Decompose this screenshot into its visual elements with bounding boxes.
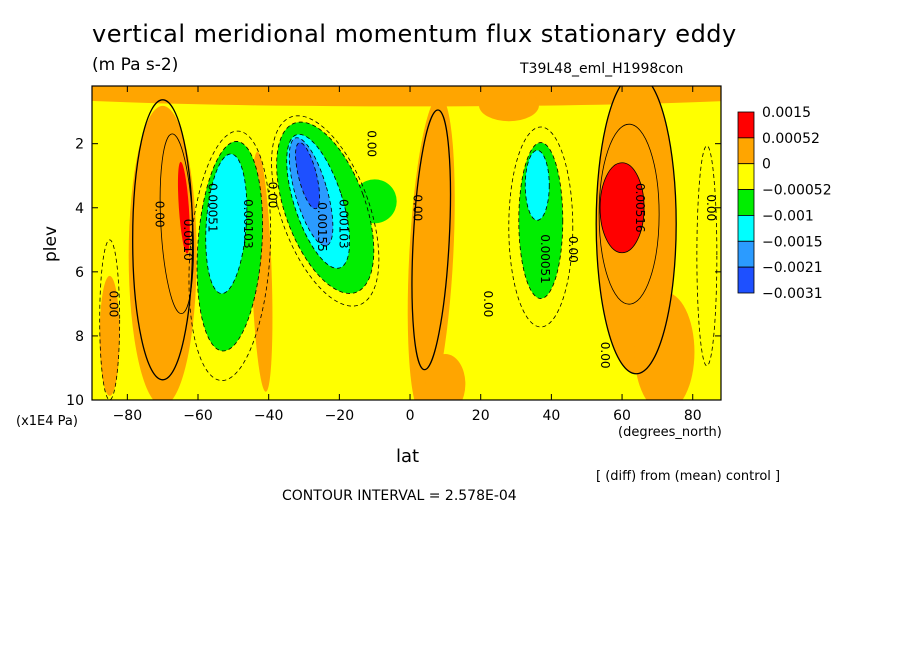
- x-tick-label: −40: [254, 408, 284, 424]
- contour-interval: CONTOUR INTERVAL = 2.578E-04: [282, 488, 517, 504]
- y-tick-label: 2: [75, 137, 84, 153]
- colorbar-swatch: [737, 137, 755, 165]
- colorbar-label: 0.00052: [762, 131, 820, 147]
- x-tick-label: 0: [406, 408, 415, 424]
- colorbar-swatch: [737, 189, 755, 216]
- colorbar-swatch: [737, 111, 755, 139]
- contour-jet-lblue: [288, 137, 334, 247]
- y-unit-label: (x1E4 Pa): [16, 414, 78, 429]
- neg-region-jet-shoulder: [352, 179, 397, 224]
- pos-region-nh-top: [478, 89, 539, 122]
- contour-label: 0.00: [365, 130, 379, 157]
- contour-label: 0.00: [107, 291, 121, 318]
- contour-sh-polar-inner: [159, 133, 194, 315]
- run-label: T39L48_eml_H1998con: [520, 61, 684, 77]
- neg-region-sh-cyan: [205, 153, 247, 294]
- x-tick-label: −20: [325, 408, 355, 424]
- chart-units: (m Pa s-2): [92, 55, 179, 75]
- y-tick-label: 6: [75, 265, 84, 281]
- pos-region-eq-lower: [425, 353, 466, 400]
- contour-label: 0.00051: [206, 183, 220, 233]
- contour-jet-outer: [271, 115, 380, 307]
- contour-label: 0.00: [481, 291, 495, 318]
- colorbar-label: −0.0021: [762, 260, 823, 276]
- contour-label: 0.00103: [336, 199, 350, 249]
- contour-label: 0.00: [153, 201, 167, 228]
- contour-label: 0.00: [704, 194, 718, 221]
- pos-max-sh: [177, 161, 190, 254]
- contour-label: 0.00155: [315, 202, 329, 252]
- contour-label: 0.00: [598, 342, 612, 369]
- contour-jet-cyan: [286, 133, 351, 269]
- contour-sh-outer: [188, 130, 272, 381]
- x-unit-label: (degrees_north): [618, 425, 722, 440]
- contour-jet-green: [276, 121, 375, 294]
- contour-nh-polar: [595, 86, 677, 375]
- neg-region-nh-cyan: [525, 150, 550, 221]
- contour-label: 0.00516: [633, 183, 647, 233]
- colorbar-label: −0.0031: [762, 286, 823, 302]
- colorbar-label: 0.0015: [762, 105, 811, 121]
- y-tick-label: 8: [75, 329, 84, 345]
- colorbar-swatch: [737, 163, 755, 190]
- contour-eq: [411, 109, 452, 371]
- pos-region-nh-lower: [634, 291, 695, 400]
- contour-label: 0.0010: [181, 219, 195, 261]
- contour-sh-polar: [132, 99, 194, 381]
- colorbar-label: −0.001: [762, 208, 814, 224]
- y-axis-label: plev: [41, 226, 61, 262]
- contour-nh-red: [599, 162, 645, 254]
- contour-label: 0.00051: [538, 234, 552, 284]
- x-tick-label: 20: [472, 408, 490, 424]
- contour-nh-cyan: [524, 149, 550, 221]
- y-tick-label: 10: [66, 393, 84, 409]
- neg-region-jet-blue: [295, 142, 320, 209]
- x-axis-label: lat: [396, 446, 420, 467]
- contour-label: 0.00: [411, 194, 425, 221]
- x-tick-label: −60: [183, 408, 213, 424]
- x-tick-label: 40: [542, 408, 560, 424]
- contour-sh-cyan: [205, 153, 248, 295]
- colorbar-label: −0.0015: [762, 234, 823, 250]
- contour-sh-edge: [99, 239, 121, 400]
- contour-nh-green: [518, 142, 564, 299]
- contour-nh-inner: [598, 123, 660, 305]
- pos-region-equatorial: [407, 96, 455, 400]
- contour-jet-blue: [295, 142, 320, 210]
- contour-sh-green: [196, 141, 263, 352]
- contour-label: 0.00: [566, 236, 580, 263]
- pos-region-sh-west-edge: [99, 275, 120, 396]
- colorbar-swatch: [737, 240, 755, 268]
- contour-label: 0.00: [266, 182, 280, 209]
- y-tick-label: 4: [75, 201, 84, 217]
- plot-frame: [91, 85, 722, 401]
- x-tick-label: 80: [684, 408, 702, 424]
- colorbar-swatch: [737, 215, 755, 242]
- colorbar-label: 0: [762, 157, 771, 173]
- contour-label: 0.00103: [241, 199, 255, 249]
- pos-max-nh: [600, 162, 645, 253]
- pos-region-top-band: [92, 86, 721, 107]
- diff-note: [ (diff) from (mean) control ]: [596, 469, 781, 484]
- x-tick-label: 60: [613, 408, 631, 424]
- x-tick-label: −80: [113, 408, 143, 424]
- chart-title: vertical meridional momentum flux statio…: [92, 20, 737, 48]
- colorbar-swatch: [737, 266, 755, 294]
- colorbar-label: −0.00052: [762, 183, 832, 199]
- contour-nh-outer: [508, 126, 574, 328]
